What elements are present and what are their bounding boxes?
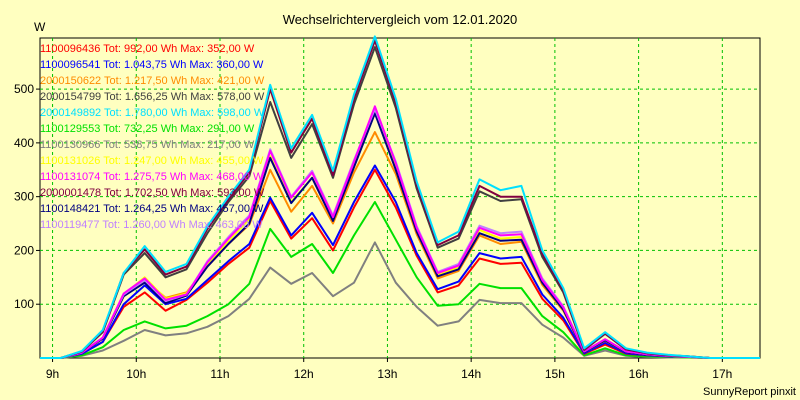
legend-entry-2000149892: 2000149892 Tot: 1.780,00 Wh Max: 598,00 … — [40, 107, 265, 119]
legend-entry-1100096436: 1100096436 Tot: 992,00 Wh Max: 352,00 W — [40, 43, 255, 55]
legend-entry-1100130966: 1100130966 Tot: 538,75 Wh Max: 217,00 W — [40, 139, 255, 151]
x-tick-label: 14h — [461, 367, 481, 381]
legend-entry-1100119477: 1100119477 Tot: 1.260,00 Wh Max: 463,00 … — [40, 219, 263, 231]
y-tick-label: 400 — [14, 136, 34, 150]
legend-entry-1100148421: 1100148421 Tot: 1.264,25 Wh Max: 457,00 … — [40, 203, 264, 215]
series-line-1100131074 — [40, 105, 760, 359]
x-tick-label: 13h — [377, 367, 397, 381]
legend-entry-1100131074: 1100131074 Tot: 1.275,75 Wh Max: 468,00 … — [40, 171, 264, 183]
legend-entry-2000154799: 2000154799 Tot: 1.656,25 Wh Max: 578,00 … — [40, 91, 265, 103]
x-tick-label: 12h — [294, 367, 314, 381]
x-tick-label: 10h — [126, 367, 146, 381]
y-axis-label: W — [34, 20, 46, 34]
credit-text: SunnyReport pinxit — [703, 386, 796, 398]
legend-entry-2000001478: 2000001478 Tot: 1.702,50 Wh Max: 593,00 … — [40, 187, 265, 199]
legend: 1100096436 Tot: 992,00 Wh Max: 352,00 W 1… — [40, 43, 265, 231]
y-tick-label: 100 — [14, 297, 34, 311]
legend-entry-1100129553: 1100129553 Tot: 732,25 Wh Max: 291,00 W — [40, 123, 255, 135]
legend-entry-1100131026: 1100131026 Tot: 1.247,00 Wh Max: 455,00 … — [40, 155, 264, 167]
legend-entry-1100096541: 1100096541 Tot: 1.043,75 Wh Max: 360,00 … — [40, 59, 264, 71]
axes: 9h 10h 11h 12h 13h 14h 15h 16h 17h 100 200 300 400 50… — [14, 82, 732, 381]
x-tick-label: 9h — [46, 367, 59, 381]
chart-title: Wechselrichtervergleich vom 12.01.2020 — [283, 12, 518, 27]
series-line-1100129553 — [40, 201, 760, 359]
series-line-2000149892 — [40, 35, 760, 359]
y-tick-label: 300 — [14, 190, 34, 204]
x-tick-label: 16h — [629, 367, 649, 381]
legend-entry-2000150622: 2000150622 Tot: 1.217,50 Wh Max: 421,00 … — [40, 75, 265, 87]
series-lines — [40, 35, 760, 359]
x-tick-label: 15h — [545, 367, 565, 381]
x-tick-label: 17h — [712, 367, 732, 381]
y-tick-label: 500 — [14, 82, 34, 96]
y-tick-label: 200 — [14, 243, 34, 257]
grid-lines — [40, 38, 760, 358]
x-tick-label: 11h — [210, 367, 229, 381]
